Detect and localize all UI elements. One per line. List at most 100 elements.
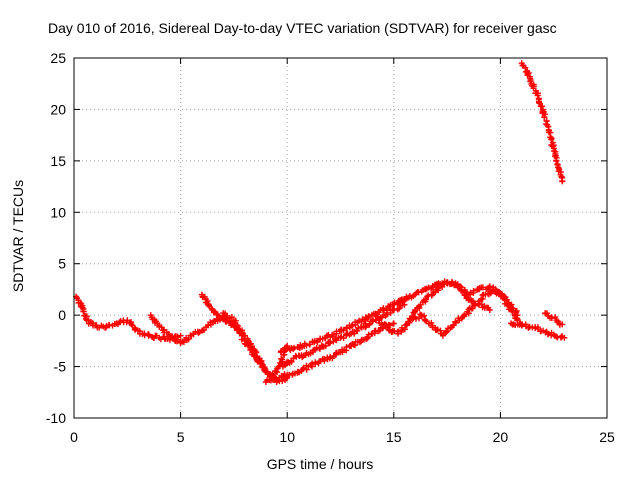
x-tick-label: 10: [279, 429, 295, 445]
data-point: [541, 114, 548, 121]
data-point: [480, 291, 487, 298]
data-point: [410, 293, 417, 300]
series-track-1: [73, 293, 184, 343]
data-point: [412, 308, 419, 315]
x-tick-label: 25: [599, 429, 615, 445]
series-track-14: [518, 60, 566, 185]
data-point: [218, 315, 225, 322]
data-point: [479, 284, 486, 291]
data-point: [411, 309, 418, 316]
data-point: [250, 352, 257, 359]
data-point: [316, 345, 323, 352]
data-point: [558, 333, 565, 340]
data-point: [228, 314, 235, 321]
data-point: [245, 342, 252, 349]
data-point: [401, 326, 408, 333]
data-point: [343, 344, 350, 351]
data-point: [534, 92, 541, 99]
series-track-10: [390, 278, 493, 313]
data-point: [539, 103, 546, 110]
data-point: [459, 288, 466, 295]
data-point: [207, 319, 214, 326]
data-point: [374, 310, 381, 317]
data-point: [538, 328, 545, 335]
x-tick-label: 5: [177, 429, 185, 445]
data-point: [278, 355, 285, 362]
data-point: [128, 321, 135, 328]
data-point: [117, 318, 124, 325]
data-point: [80, 308, 87, 315]
data-point: [548, 315, 555, 322]
data-point: [313, 344, 320, 351]
data-point: [559, 178, 566, 185]
y-tick-label: 10: [50, 204, 66, 220]
data-point: [493, 287, 500, 294]
data-point: [532, 325, 539, 332]
data-point: [299, 344, 306, 351]
data-point: [279, 356, 286, 363]
data-point: [399, 302, 406, 309]
data-point: [453, 281, 460, 288]
x-axis-label: GPS time / hours: [266, 456, 374, 472]
series-track-12: [508, 320, 568, 341]
x-tick-label: 15: [386, 429, 402, 445]
data-point: [387, 309, 394, 316]
data-point: [355, 325, 362, 332]
data-point: [79, 304, 86, 311]
data-point: [390, 320, 397, 327]
y-tick-label: 5: [58, 256, 66, 272]
data-point: [463, 295, 470, 302]
data-point: [205, 302, 212, 309]
y-tick-label: 15: [50, 153, 66, 169]
data-point: [309, 360, 316, 367]
data-point: [83, 313, 90, 320]
series-track-13: [542, 310, 566, 328]
data-point: [153, 332, 160, 339]
data-point: [132, 325, 139, 332]
data-point: [444, 328, 451, 335]
data-points: [73, 60, 568, 385]
data-point: [526, 323, 533, 330]
data-point: [545, 331, 552, 338]
data-point: [343, 325, 350, 332]
data-point: [428, 319, 435, 326]
data-point: [330, 331, 337, 338]
plot-background: [74, 58, 607, 418]
data-point: [365, 313, 372, 320]
y-tick-label: -5: [54, 359, 67, 375]
data-point: [327, 339, 334, 346]
data-point: [551, 147, 558, 154]
data-point: [278, 348, 285, 355]
series-track-8: [277, 295, 410, 356]
data-point: [396, 305, 403, 312]
data-point: [195, 329, 202, 336]
data-point: [346, 331, 353, 338]
plot-frame: [73, 57, 608, 419]
data-point: [145, 331, 152, 338]
data-point: [335, 334, 342, 341]
data-point: [288, 357, 295, 364]
data-point: [228, 321, 235, 328]
data-point: [312, 361, 319, 368]
axis-ticks: 0 5 10 15 20 25 -10 -5 0 5 10 15 20 25: [46, 50, 615, 445]
y-tick-label: 0: [58, 307, 66, 323]
data-point: [553, 333, 560, 340]
x-tick-label: 0: [70, 429, 78, 445]
data-point: [348, 322, 355, 329]
data-point: [443, 329, 450, 336]
data-point: [249, 349, 256, 356]
y-tick-label: -10: [46, 410, 66, 426]
data-point: [313, 337, 320, 344]
data-point: [459, 313, 466, 320]
data-point: [434, 326, 441, 333]
data-point: [441, 278, 448, 285]
data-point: [154, 320, 161, 327]
data-point: [363, 322, 370, 329]
data-point: [485, 304, 492, 311]
y-tick-label: 25: [50, 50, 66, 66]
data-point: [470, 289, 477, 296]
data-point: [513, 309, 520, 316]
data-point: [424, 293, 431, 300]
data-point: [185, 336, 192, 343]
